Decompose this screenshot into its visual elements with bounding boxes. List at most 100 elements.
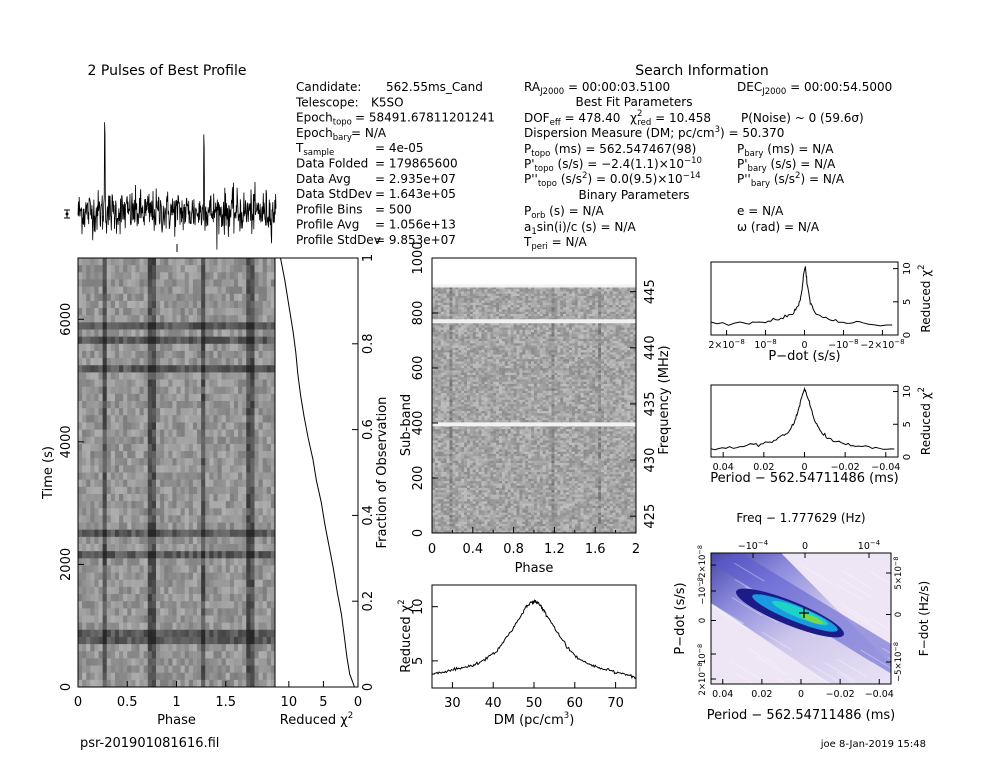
subband-xtick-label: 0 [428,542,436,557]
subband-freq-label: Frequency (MHz) [657,345,672,454]
info-tperi: Tperi = N/A [523,235,588,252]
time-phase-xtick-label: 1 [172,695,180,710]
info-value-9: = 1.056e+13 [375,218,456,232]
info-value-4: = 4e-05 [375,141,424,155]
profile-errorbar-dot [66,213,69,216]
time-phase-ytick-label: 0 [59,683,74,691]
time-phase-ytick-label: 2000 [59,548,74,581]
p-pdot-xtick-label: 0.02 [751,689,772,700]
perchi-ytick-label: 10 [902,385,913,398]
subband-freq-tick-label: 425 [643,504,658,529]
subband-freq-tick-label: 435 [643,392,658,417]
info-key-3: Epochbary [296,126,352,143]
perchi-ytick-label: 5 [902,421,913,427]
pdotchi-ytick-label: 0 [902,332,913,338]
info-dec: DECJ2000 = 00:00:54.5000 [737,80,892,97]
time-chi2-ytick-label: 0.8 [361,333,376,354]
svg-text:Dispersion Measure (DM; pc/cm3: Dispersion Measure (DM; pc/cm3) = 50.370 [524,125,784,140]
info-key-1: Telescope: [295,95,359,109]
info-dm: Dispersion Measure (DM; pc/cm3) = 50.370 [524,125,784,140]
pdotchi-line [711,266,892,326]
p-pdot-left-tick-label: −2×10−8 [696,545,708,585]
dm-chi2-xtick-label: 30 [444,696,461,711]
time-phase-ytick-label: 4000 [59,425,74,458]
time-phase-xtick-label: 0.5 [117,695,138,710]
subband-xtick-label: 2 [632,542,640,557]
time-chi2-ytick-label: 1 [361,254,376,262]
perchi-xlabel: Period − 562.54711486 (ms) [710,471,899,486]
time-chi2-ytick-label: 0.4 [361,505,376,526]
p-pdot-right-tick-label: 5×10−8 [892,557,904,590]
info-value-3: = N/A [351,126,387,140]
p-pdot-left-tick-label: 10−8 [696,644,708,664]
info-porb: Porb (s) = N/A [524,204,604,221]
info-key-7: Data StdDev [296,187,372,201]
info-value-2: = 58491.67811201241 [355,111,495,125]
svg-text:Tperi = N/A: Tperi = N/A [523,235,588,252]
time-chi2-line [281,258,355,687]
subband-masked-row [432,319,636,323]
p-pdot-right-label: F−dot (Hz/s) [917,581,931,656]
info-value-6: = 2.935e+07 [375,172,456,186]
subband-ytick-label: 1000 [411,241,426,274]
pdotchi-xtick-label: −2×10−8 [860,338,904,351]
dm-chi2-xtick-label: 70 [607,696,624,711]
pulse-profile [64,122,276,252]
profile-line [78,122,276,249]
p-pdot-title: Freq − 1.777629 (Hz) [736,511,865,525]
footer-signature: joe 8-Jan-2019 15:48 [820,739,926,750]
info-value-1: K5SO [371,95,404,109]
info-key-8: Profile Bins [296,202,363,216]
p-pdot-xtick-label: −0.02 [826,689,855,700]
p-pdot-xtick-label: 0.04 [712,689,733,700]
dm-chi2-line [432,600,636,678]
dm-chi2-xtick-label: 60 [567,696,584,711]
subband-xtick-label: 0.4 [462,542,483,557]
info-key-6: Data Avg [296,172,351,186]
info-key-0: Candidate: [296,80,361,94]
info-key-10: Profile StdDev [296,233,381,247]
time-phase-xlabel: Phase [157,713,196,728]
dm-chi2-xtick-label: 40 [485,696,502,711]
dm-chi2-xlabel: DM (pc/cm3) [494,711,575,728]
svg-text:Porb (s) = N/A: Porb (s) = N/A [524,204,604,221]
pdotchi-ytick-label: 5 [902,299,913,305]
pdotchi-ytick-label: 10 [902,262,913,275]
binary-header: Binary Parameters [578,188,689,202]
subband-freq-tick-label: 445 [643,279,658,304]
time-chi2-xtick-label: 5 [319,695,327,710]
time-phase-xtick-label: 0 [74,695,82,710]
info-value-0: 562.55ms_Cand [386,80,483,94]
subband-freq-tick-label: 430 [643,448,658,473]
perchi-ytick-label: 0 [902,454,913,460]
info-ecc: e = N/A [737,204,784,218]
subband-xtick-label: 0.8 [503,542,524,557]
subband-ytick-label: 200 [411,466,426,491]
info-value-7: = 1.643e+05 [375,187,456,201]
p-pdot-xtick-label: 0 [798,689,804,700]
profile-title: 2 Pulses of Best Profile [88,63,247,79]
time-chi2-xtick-label: 10 [281,695,298,710]
p-pdot-ylabel: P−dot (s/s) [673,582,688,654]
time-chi2-xtick-label: 0 [354,695,362,710]
time-chi2-ylabel: Fraction of Observation [375,397,390,549]
info-key-5: Data Folded [296,157,368,171]
p-pdot-left-tick-label: 2×10−8 [696,663,708,696]
p-pdot-top-tick-label: 0 [802,541,808,552]
subband-xtick-label: 1.6 [585,542,606,557]
info-value-8: = 500 [375,202,412,216]
perchi-ylabel: Reduced χ2 [917,387,933,455]
time-chi2-ytick-label: 0.2 [361,591,376,612]
perchi-frame [711,385,898,457]
info-value-5: = 179865600 [375,157,458,171]
p-pdot-left-tick-label: 0 [698,618,708,623]
time-chi2-ytick-label: 0 [361,683,376,691]
subband-freq-tick-label: 440 [643,335,658,360]
p-pdot-xlabel: Period − 562.54711486 (ms) [707,708,896,723]
footer-filename: psr-201901081616.fil [80,736,219,751]
p-pdot-right-tick-label: 0 [894,612,904,617]
